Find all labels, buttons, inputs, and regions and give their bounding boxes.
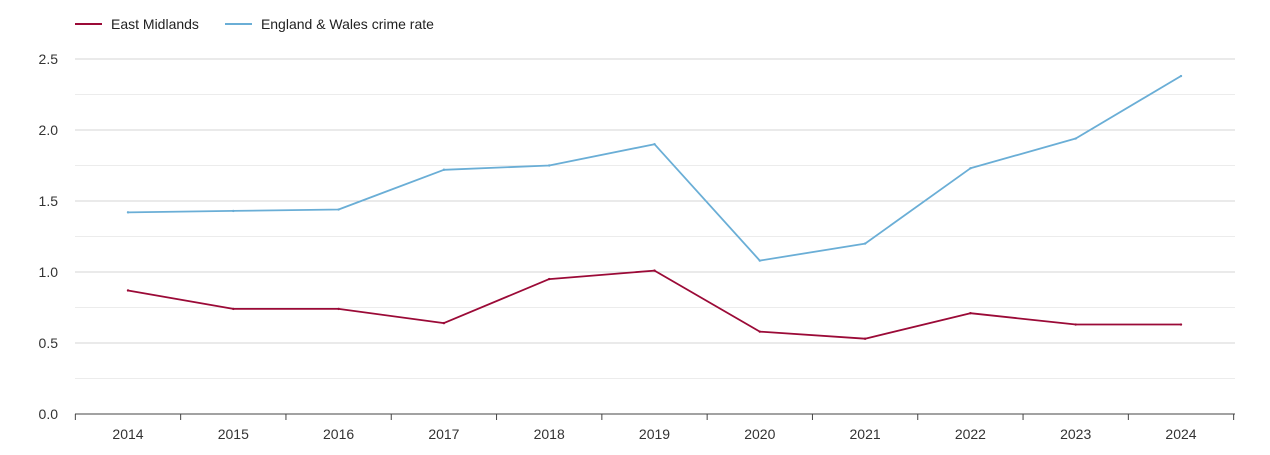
x-tick-label: 2019	[639, 426, 670, 442]
x-tick-label: 2023	[1060, 426, 1091, 442]
series-line-east-midlands	[127, 269, 1181, 340]
y-tick-label: 1.5	[39, 193, 59, 209]
data-point-east-midlands	[969, 311, 972, 315]
x-tick-label: 2020	[744, 426, 775, 442]
legend-label-england-wales: England & Wales crime rate	[260, 16, 434, 32]
data-point-england-wales-crime-rate	[758, 259, 761, 262]
data-point-england-wales-crime-rate	[126, 211, 130, 214]
y-tick-label: 2.5	[39, 51, 59, 67]
y-tick-label: 1.0	[39, 264, 59, 280]
legend-swatch-england-wales	[224, 23, 252, 25]
y-tick-label: 2.0	[39, 122, 59, 138]
data-point-england-wales-crime-rate	[969, 167, 972, 170]
x-tick-label: 2015	[218, 426, 249, 442]
data-point-east-midlands	[442, 321, 446, 325]
x-tick-label: 2022	[955, 426, 986, 442]
data-point-england-wales-crime-rate	[1179, 74, 1183, 78]
legend-item-england-wales[interactable]: England & Wales crime rate	[224, 16, 434, 32]
data-point-england-wales-crime-rate	[337, 208, 340, 211]
data-point-east-midlands	[653, 269, 656, 272]
legend-label-east-midlands: East Midlands	[111, 16, 199, 32]
x-tick-label: 2018	[534, 426, 565, 442]
data-point-england-wales-crime-rate	[442, 168, 446, 171]
data-point-england-wales-crime-rate	[232, 209, 235, 213]
x-tick-label: 2014	[112, 426, 143, 442]
y-tick-label: 0.0	[39, 406, 59, 422]
legend-swatch-east-midlands	[75, 23, 102, 25]
data-point-england-wales-crime-rate	[1074, 137, 1077, 140]
data-point-east-midlands	[863, 337, 867, 340]
x-tick-label: 2017	[428, 426, 459, 442]
data-point-east-midlands	[548, 277, 551, 281]
data-point-east-midlands	[232, 307, 235, 311]
legend-item-east-midlands[interactable]: East Midlands	[75, 16, 199, 32]
data-point-england-wales-crime-rate	[548, 164, 551, 167]
data-point-east-midlands	[1074, 323, 1077, 326]
chart-legend: East Midlands England & Wales crime rate	[75, 16, 460, 32]
data-point-england-wales-crime-rate	[653, 143, 656, 146]
data-point-east-midlands	[126, 289, 130, 292]
x-tick-label: 2021	[850, 426, 881, 442]
series-line-england-wales-crime-rate	[127, 75, 1182, 262]
data-point-england-wales-crime-rate	[863, 242, 867, 245]
x-tick-label: 2024	[1165, 426, 1196, 442]
data-point-east-midlands	[337, 307, 340, 311]
x-tick-label: 2016	[323, 426, 354, 442]
y-tick-label: 0.5	[39, 335, 59, 351]
data-point-east-midlands	[1179, 323, 1183, 326]
data-point-east-midlands	[758, 330, 761, 333]
